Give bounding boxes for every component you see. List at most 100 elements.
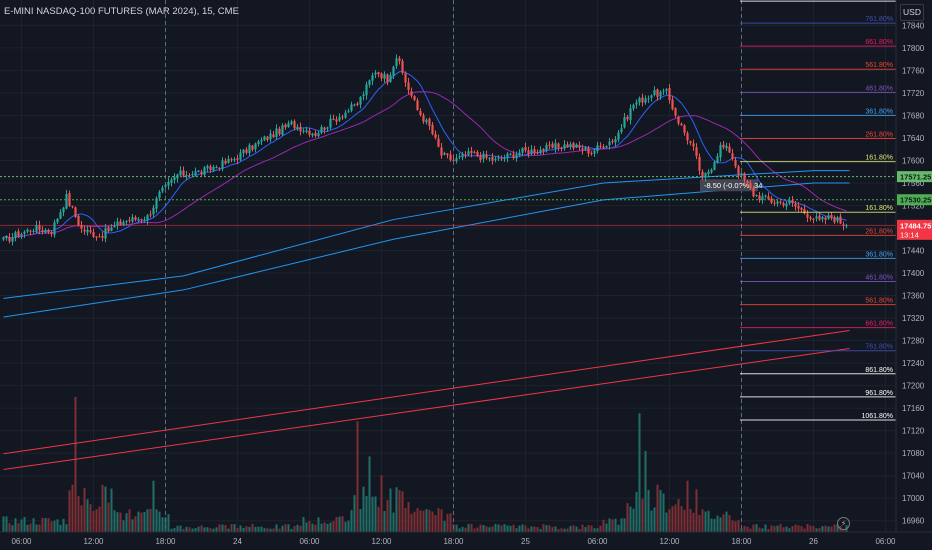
volume-bar [434,514,437,532]
candle-body [413,96,416,100]
candle-body [755,195,758,197]
lightning-icon[interactable]: ⚡ [837,517,850,530]
volume-bar [83,487,86,532]
volume-bar [455,524,458,532]
volume-bar [317,517,320,532]
candle-body [776,201,779,204]
volume-bar [416,508,419,532]
candle-body [410,91,413,96]
fib-level-label: 361.80% [865,251,893,258]
candle-body [608,141,611,146]
volume-bar [467,524,470,532]
volume-bar [488,527,491,532]
candle-body [26,229,29,232]
volume-bar [650,510,653,532]
candle-body [617,132,620,140]
volume-bar [347,520,350,532]
candle-body [749,183,752,189]
candle-body [791,200,794,204]
candle-body [815,216,818,219]
volume-bar [479,524,482,532]
candle-body [125,221,128,223]
volume-bar [431,511,434,532]
time-tick-label: 26 [809,537,818,546]
candle-body [641,97,644,103]
volume-bar [542,524,545,532]
candle-body [137,219,140,221]
volume-bar [284,524,287,532]
candle-body [782,202,785,206]
volume-bar [743,525,746,532]
candle-body [278,128,281,135]
volume-bar [422,510,425,532]
candle-body [188,175,191,177]
price-tick-label: 17800 [902,44,925,53]
candle-body [452,159,455,161]
volume-bar [227,528,230,532]
time-axis[interactable]: 06:00 12:00 18:00 24 06:00 12:00 18:00 25 06:00 1… [0,531,932,546]
candle-body [731,153,734,159]
volume-bar [626,503,629,532]
volume-bar [443,520,446,532]
volume-bar [596,528,599,532]
volume-bar [242,527,245,532]
volume-bar [692,512,695,532]
volume-bar [623,518,626,532]
candle-body [380,73,383,79]
volume-bar [179,525,182,532]
candle-body [266,136,269,140]
candle-body [173,177,176,181]
candle-body [44,229,47,233]
volume-bar [335,517,338,532]
candle-body [206,165,209,169]
candle-body [332,118,335,120]
candle-body [311,133,314,136]
volume-bar [830,526,833,532]
candle-body [551,143,554,148]
volume-bar [482,525,485,532]
candle-body [833,217,836,223]
fib-level-label: 361.80% [865,108,893,115]
currency-button[interactable]: USD [900,4,924,21]
volume-bar [665,512,668,532]
moving-average-line [3,347,850,471]
candle-body [107,227,110,232]
candle-body [260,139,263,142]
candle-body [677,116,680,124]
volume-bar [107,502,110,532]
volume-bar [419,510,422,532]
volume-bar [569,525,572,532]
candle-body [53,222,56,235]
candle-body [296,126,299,130]
candle-body [737,166,740,175]
volume-bar [89,504,92,532]
fib-level-label: 661.80% [865,321,893,328]
time-tick-label: 18:00 [443,537,464,546]
fib-level-label: 561.80% [865,62,893,69]
candle-body [701,171,704,177]
fibonacci-levels[interactable]: 861.80% 761.80% 661.80% 561.80% 461.80% 361.8… [740,0,896,421]
volume-bar [188,527,191,532]
candle-body [179,170,182,176]
candle-body [110,227,113,231]
candle-body [92,231,95,237]
price-axis[interactable]: 16960 17000 17040 17080 17120 17160 17200 17240… [895,0,932,550]
volume-bar [218,524,221,532]
price-tick-label: 17280 [902,337,925,346]
candle-body [647,98,650,100]
volume-bar [500,525,503,532]
volume-bar [779,524,782,532]
candle-body [401,60,404,73]
volume-bar [149,508,152,532]
time-tick-label: 18:00 [155,537,176,546]
candle-body [128,220,131,222]
candle-body [659,91,662,97]
volume-bar [794,524,797,532]
candle-body [50,232,53,234]
price-axis-tag-text: 17571.25 [900,173,931,182]
volume-bar [503,524,506,532]
volume-bar [674,504,677,532]
indicator-badge [700,179,758,192]
candle-body [440,147,443,156]
